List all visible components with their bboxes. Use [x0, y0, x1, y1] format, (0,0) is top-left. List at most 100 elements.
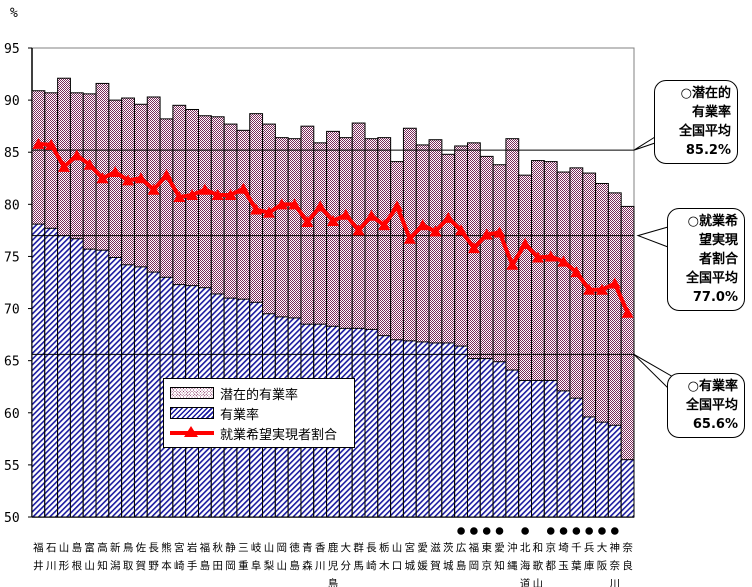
line-point [531, 251, 544, 263]
bar-employment [466, 358, 481, 518]
line-point [519, 237, 532, 249]
line-point [455, 224, 468, 236]
category-label: 山 [277, 560, 288, 572]
category-label: 山 [59, 542, 70, 554]
category-label: 愛 [417, 541, 428, 554]
y-tick-label: 80 [4, 198, 20, 213]
bar-employment [441, 342, 456, 518]
category-label: 分 [341, 560, 352, 572]
category-label: 城 [405, 560, 416, 572]
category-label: 愛 [494, 541, 505, 554]
category-label: 木 [379, 560, 390, 572]
line-point [288, 198, 301, 210]
category-label: 賀 [430, 560, 441, 572]
bar-employment [377, 335, 392, 518]
line-point [70, 149, 83, 161]
line-point [262, 206, 275, 218]
bar-employment [607, 424, 622, 518]
bar-employment [364, 328, 379, 518]
category-label: 鹿 [328, 541, 339, 554]
category-label: 道 [520, 577, 531, 587]
line-point [493, 226, 506, 238]
category-label: 大 [597, 541, 608, 554]
category-label: 大 [341, 541, 352, 554]
legend-label-employment: 有業率 [220, 407, 260, 423]
category-marker [495, 527, 504, 535]
category-label: 媛 [417, 559, 428, 572]
category-label: 岡 [225, 560, 236, 572]
category-label: 知 [494, 559, 505, 572]
legend: 潜在的有業率 有業率 就業希望実現者割合 [163, 378, 355, 448]
y-tick-label: 60 [4, 407, 20, 422]
category-label: 和 [533, 542, 544, 554]
category-label: 宮 [405, 541, 416, 554]
category-label: 兵 [584, 541, 595, 554]
line-point [506, 258, 519, 270]
bar-employment [556, 390, 571, 518]
bars [31, 77, 635, 518]
category-label: 奈 [610, 559, 621, 572]
bar-employment [428, 342, 443, 518]
bar-employment [390, 339, 404, 518]
category-label: 取 [123, 560, 134, 572]
category-label: 口 [392, 560, 403, 572]
category-label: 埼 [558, 541, 569, 554]
reference-lines [32, 149, 634, 355]
category-label: 滋 [430, 541, 441, 554]
bar-employment [492, 361, 507, 518]
line-point [544, 250, 557, 262]
line-point [570, 266, 583, 278]
category-label: 手 [187, 559, 198, 572]
category-label: 田 [212, 560, 223, 572]
callout-realization-average: ○就業希 望実現 者割合 全国平均 77.0% [667, 208, 745, 311]
line-point [595, 283, 608, 295]
category-label: 沖 [507, 541, 518, 554]
bar-employment [582, 416, 597, 518]
category-label: 良 [622, 559, 633, 572]
category-label: 庫 [584, 559, 595, 572]
line-point [442, 211, 455, 223]
legend-swatch-line [170, 426, 214, 437]
category-label: 東 [481, 541, 492, 554]
line-point [45, 138, 58, 150]
line-point [250, 203, 263, 215]
line-point [429, 225, 442, 237]
bar-employment [121, 264, 135, 518]
category-label: 阜 [251, 559, 262, 572]
category-label: 島 [328, 577, 339, 587]
bar-employment [31, 223, 46, 518]
line-point [327, 215, 339, 227]
category-label: 川 [315, 560, 326, 572]
y-tick-label: 75 [4, 250, 20, 265]
category-label: 葉 [571, 559, 582, 572]
bar-employment [479, 358, 494, 518]
line-point [467, 242, 480, 254]
bar-employment [620, 459, 635, 518]
category-label: 都 [545, 560, 556, 572]
line-point [339, 208, 352, 220]
line-point [147, 183, 160, 195]
category-label: 香 [315, 542, 326, 554]
line-point [378, 219, 391, 231]
line-point [365, 209, 378, 221]
category-marker [610, 527, 619, 535]
bar-employment [415, 341, 430, 518]
category-label: 三 [238, 542, 249, 554]
bar-employment [569, 397, 584, 518]
y-tick-label: 55 [4, 459, 20, 474]
category-label: 馬 [353, 560, 364, 572]
category-marker [559, 527, 568, 535]
category-label: 島 [456, 559, 467, 572]
category-label: 形 [59, 560, 70, 572]
callout-connector [633, 136, 656, 151]
legend-swatch-latent [170, 387, 214, 399]
line-point [58, 160, 71, 172]
category-label: 秋 [212, 541, 223, 554]
category-marker [521, 527, 529, 535]
legend-item-line: 就業希望実現者割合 [170, 424, 337, 443]
category-label: 石 [46, 542, 57, 554]
category-label: 海 [520, 559, 531, 572]
category-label: 岡 [469, 560, 480, 572]
line-point [32, 137, 45, 149]
